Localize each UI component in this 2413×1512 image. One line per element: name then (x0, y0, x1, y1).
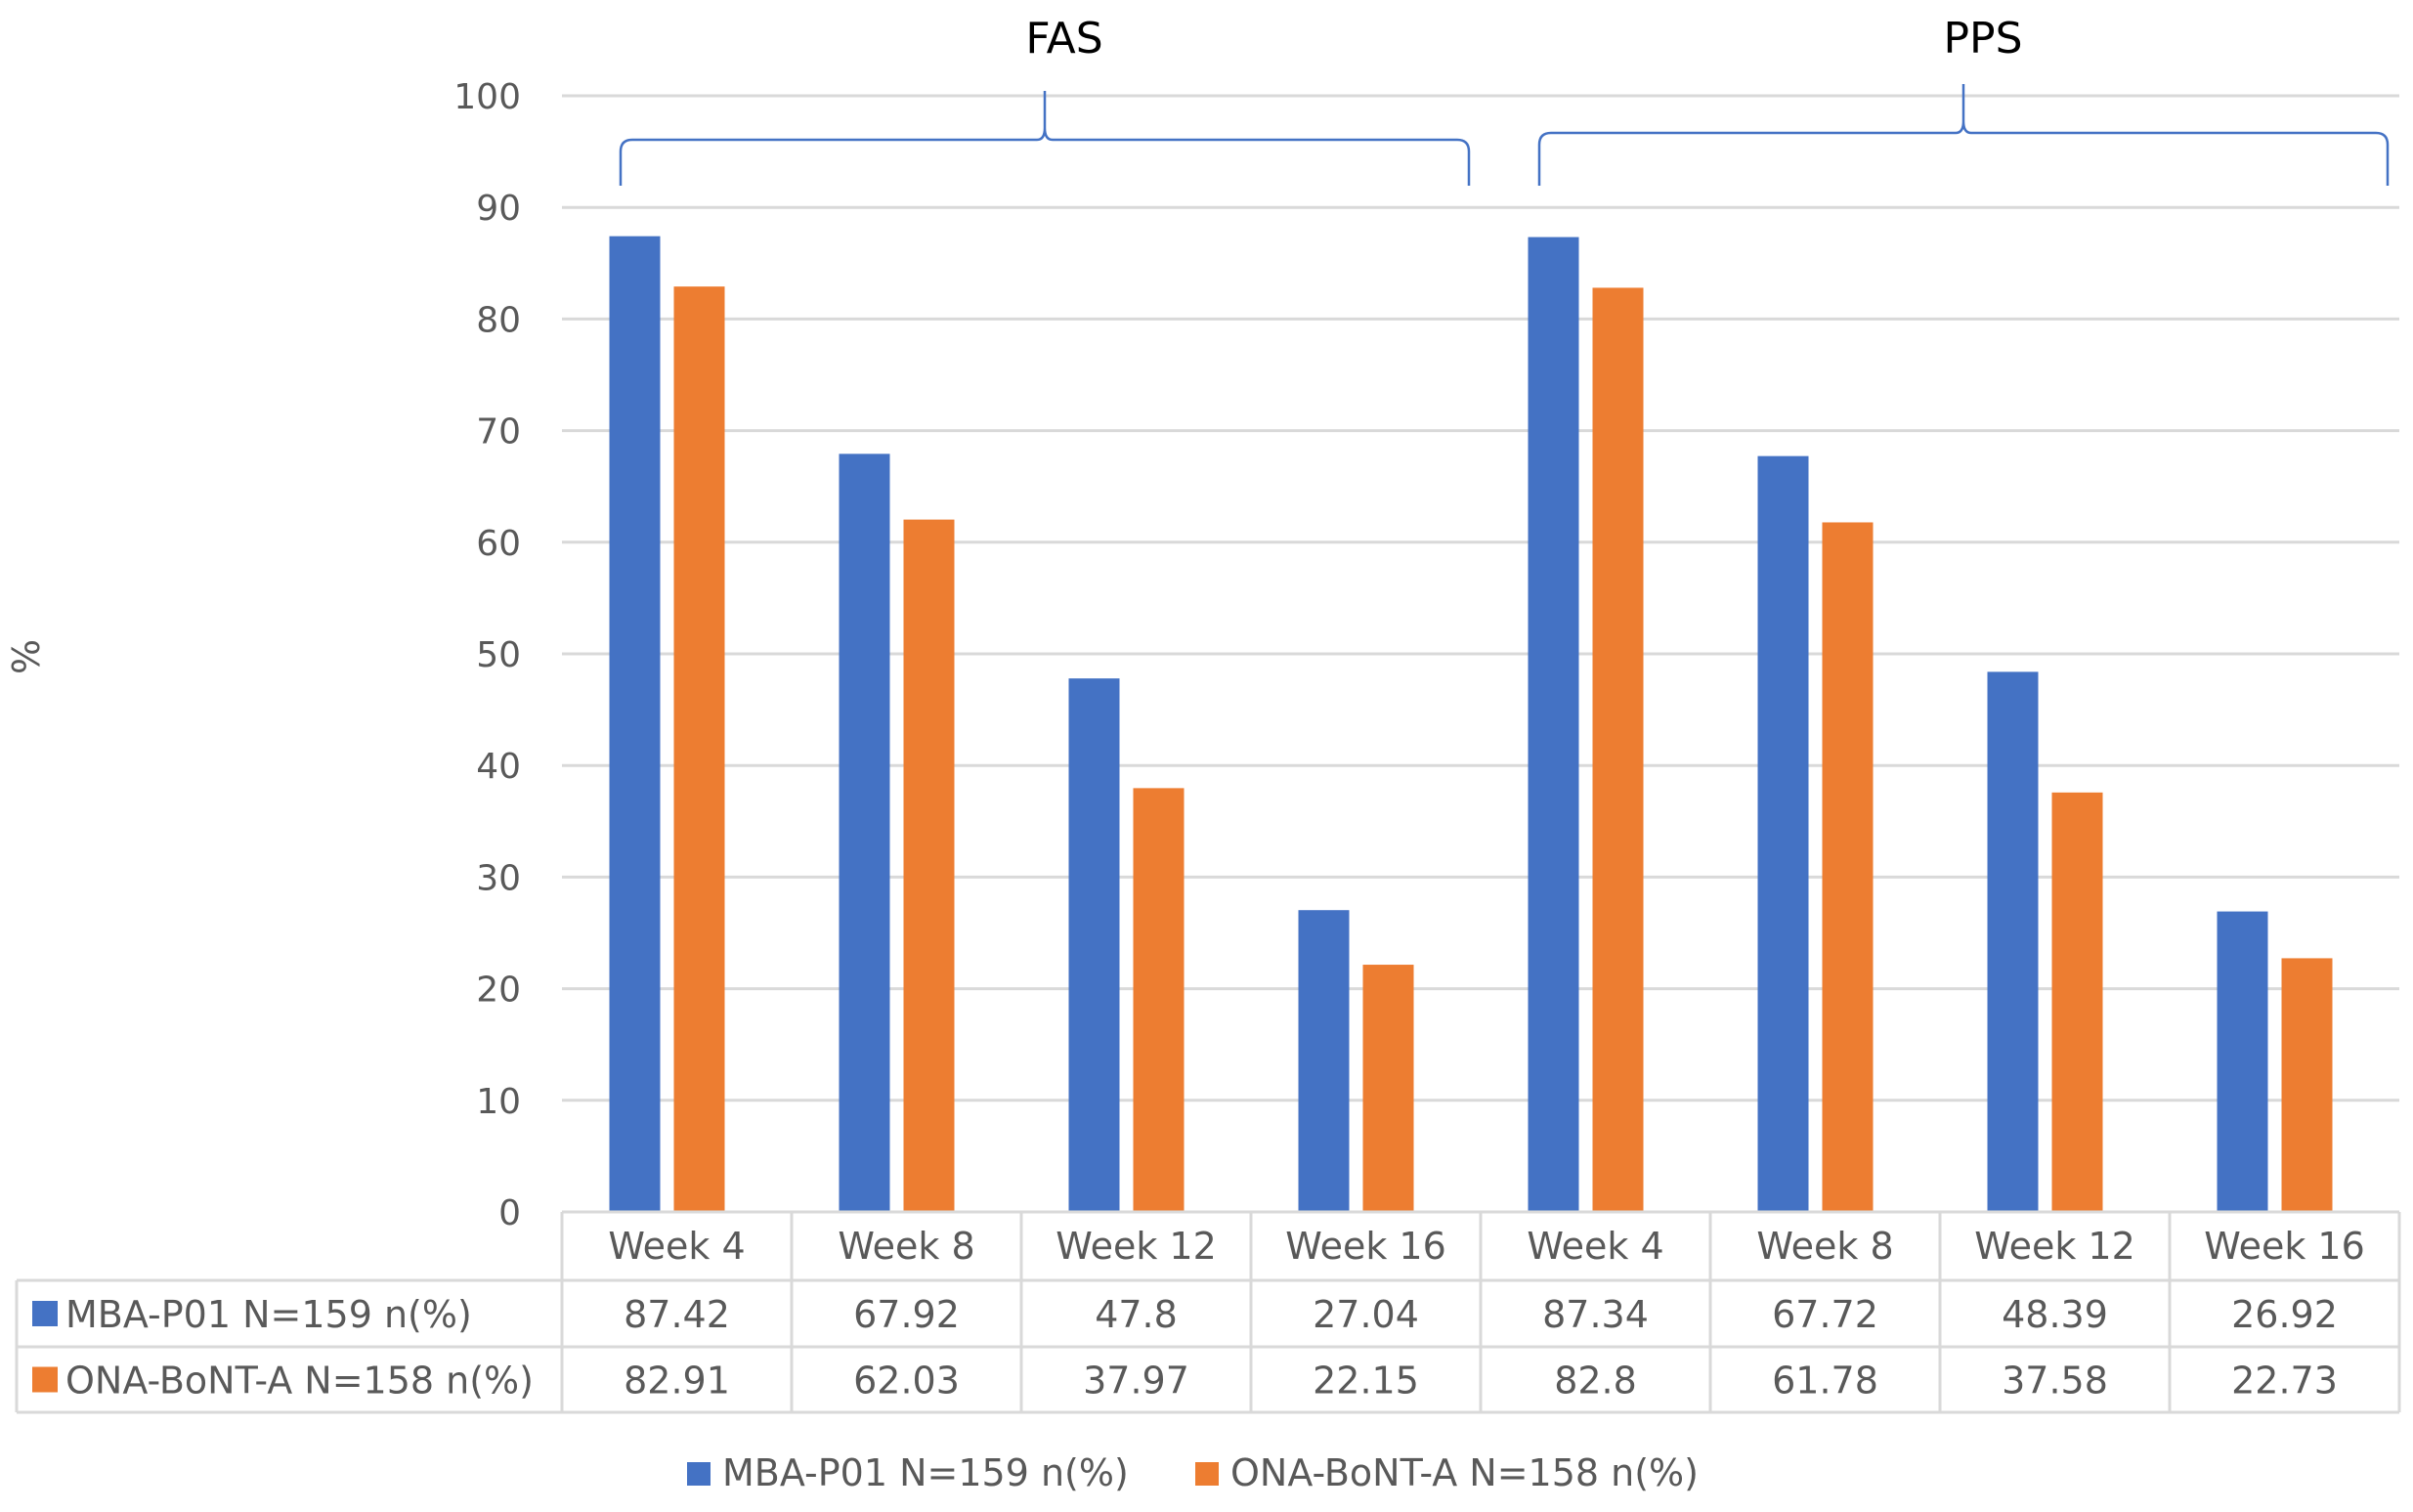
bar-ona-bont-a (673, 286, 725, 1212)
y-tick-label: 80 (476, 300, 521, 340)
table-cell-value: 22.73 (2231, 1360, 2338, 1403)
gridlines (562, 94, 2399, 1214)
y-tick-label: 70 (476, 412, 521, 453)
bars (609, 236, 2333, 1213)
table-cell-value: 87.34 (1542, 1293, 1649, 1336)
x-tick-label: Week 16 (2204, 1225, 2365, 1268)
table-cell-value: 48.39 (2002, 1293, 2108, 1336)
table-cell-value: 37.97 (1083, 1360, 1189, 1403)
table-cell-value: 26.92 (2231, 1293, 2338, 1336)
legend-key (1195, 1462, 1219, 1486)
table-cell-value: 67.72 (1772, 1293, 1878, 1336)
bar-ona-bont-a (1822, 522, 1874, 1212)
table-cell-value: 82.91 (624, 1360, 730, 1403)
table-cell-value: 62.03 (853, 1360, 960, 1403)
y-tick-label: 40 (476, 747, 521, 787)
table-cell-value: 22.15 (1313, 1360, 1419, 1403)
y-tick-label: 50 (476, 635, 521, 675)
bar-ona-bont-a (1592, 287, 1644, 1212)
x-tick-label: Week 8 (838, 1225, 974, 1268)
table-cell-value: 61.78 (1772, 1360, 1878, 1403)
table-cell-value: 87.42 (624, 1293, 730, 1336)
y-tick-label: 60 (476, 524, 521, 564)
group-title-pps: PPS (1944, 14, 2023, 64)
group-bracket-pps (1537, 84, 2390, 186)
bar-mba-p01 (609, 236, 661, 1213)
bar-ona-bont-a (903, 519, 955, 1212)
bar-mba-p01 (1528, 237, 1579, 1212)
table-cell-value: 37.58 (2002, 1360, 2108, 1403)
y-tick-label: 10 (476, 1082, 521, 1122)
table-row-label: MBA-P01 N=159 n(%) (65, 1293, 472, 1336)
table-legend-key (32, 1366, 58, 1393)
bar-mba-p01 (1987, 671, 2039, 1212)
bar-mba-p01 (1068, 678, 1120, 1212)
x-tick-label: Week 16 (1285, 1225, 1446, 1268)
group-bracket-fas (619, 91, 1471, 186)
y-tick-label: 20 (476, 971, 521, 1011)
x-tick-label: Week 8 (1756, 1225, 1893, 1268)
table-cell-value: 27.04 (1313, 1293, 1419, 1336)
legend-key (687, 1462, 711, 1486)
table-cell-value: 67.92 (853, 1293, 960, 1336)
x-tick-label: Week 12 (1056, 1225, 1217, 1268)
legend-label: MBA-P01 N=159 n(%) (722, 1451, 1129, 1494)
y-tick-label: 30 (476, 858, 521, 898)
table-row-label: ONA-BoNT-A N=158 n(%) (65, 1360, 534, 1403)
bar-ona-bont-a (1362, 965, 1414, 1212)
bar-ona-bont-a (2051, 792, 2103, 1212)
bar-mba-p01 (839, 454, 890, 1212)
x-tick-label: Week 4 (1527, 1225, 1663, 1268)
group-title-fas: FAS (1025, 14, 1102, 64)
table-legend-key (32, 1301, 58, 1326)
y-tick-label: 0 (498, 1193, 521, 1233)
x-tick-label: Week 12 (1974, 1225, 2135, 1268)
data-table: Week 4 Week 8 Week 12 Week 16 Week 4 Week 8 We… (15, 1210, 2401, 1414)
table-cell-value: 47.8 (1095, 1293, 1178, 1336)
y-tick-label: 100 (453, 77, 521, 117)
y-tick-label: 90 (476, 189, 521, 229)
y-axis-ticks: 0 10 20 30 40 50 60 70 80 90 100 (453, 77, 521, 1233)
x-tick-label: Week 4 (608, 1225, 745, 1268)
group-brackets: FAS PPS (619, 14, 2390, 186)
legend: MBA-P01 N=159 n(%) ONA-BoNT-A N=158 n(%) (687, 1451, 1699, 1494)
bar-mba-p01 (2217, 911, 2268, 1212)
table-cell-value: 82.8 (1554, 1360, 1637, 1403)
bar-mba-p01 (1757, 455, 1809, 1213)
bar-ona-bont-a (2281, 958, 2333, 1212)
y-axis-label: % (5, 639, 48, 674)
legend-label: ONA-BoNT-A N=158 n(%) (1230, 1451, 1699, 1494)
bar-ona-bont-a (1133, 788, 1185, 1212)
bar-mba-p01 (1298, 910, 1350, 1212)
